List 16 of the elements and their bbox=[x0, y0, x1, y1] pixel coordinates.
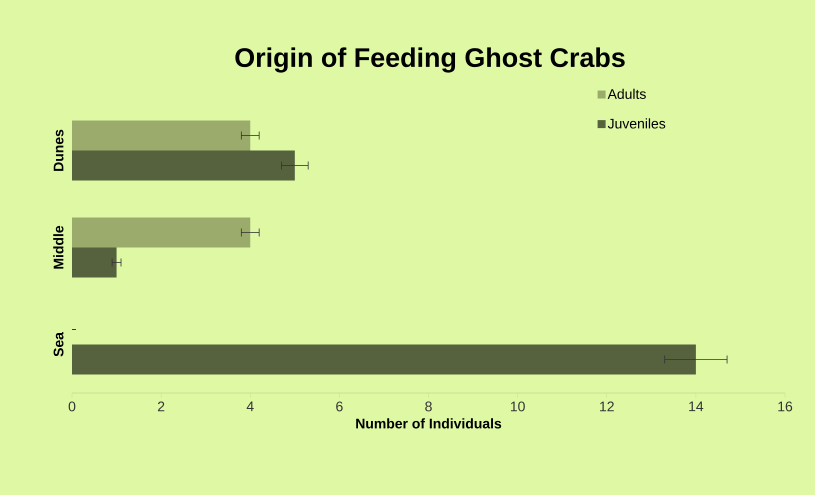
x-tick-label: 14 bbox=[689, 402, 704, 412]
x-tick-label: 12 bbox=[600, 402, 614, 412]
y-tick-label: Dunes bbox=[54, 130, 64, 171]
x-tick-label: 10 bbox=[510, 402, 525, 412]
legend-label: Adults bbox=[608, 88, 646, 99]
x-tick-label: 16 bbox=[778, 402, 792, 412]
chart-title: Origin of Feeding Ghost Crabs bbox=[235, 47, 625, 73]
legend-label: Juveniles bbox=[608, 118, 666, 129]
y-tick-label: Sea bbox=[54, 332, 64, 357]
x-tick-label: 0 bbox=[68, 402, 76, 412]
x-tick-label: 8 bbox=[425, 402, 432, 412]
x-tick-label: 2 bbox=[158, 402, 164, 412]
x-tick-label: 4 bbox=[246, 402, 254, 412]
y-tick-label: Middle bbox=[53, 226, 64, 269]
x-tick-label: 6 bbox=[336, 402, 343, 412]
x-axis-title: Number of Individuals bbox=[356, 418, 502, 428]
